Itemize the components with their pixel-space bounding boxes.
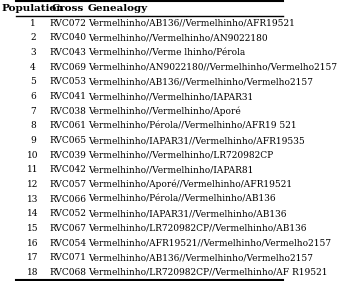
Text: RVC072: RVC072 <box>49 19 86 28</box>
Text: 4: 4 <box>30 63 36 72</box>
Text: 8: 8 <box>30 121 36 130</box>
Text: RVC071: RVC071 <box>49 253 86 262</box>
Text: 3: 3 <box>30 48 36 57</box>
Text: RVC066: RVC066 <box>49 194 86 203</box>
Text: 6: 6 <box>30 92 36 101</box>
Text: 17: 17 <box>27 253 39 262</box>
Text: Vermelhinho/AB136//Vermelhinho/AFR19521: Vermelhinho/AB136//Vermelhinho/AFR19521 <box>88 19 295 28</box>
Text: Vermelhinho//Vermelhinho/IAPAR31: Vermelhinho//Vermelhinho/IAPAR31 <box>88 92 253 101</box>
Text: RVC068: RVC068 <box>49 268 86 277</box>
Text: RVC054: RVC054 <box>49 239 86 248</box>
Text: Cross: Cross <box>52 4 84 13</box>
Text: Vermelhinho/IAPAR31//Vermelhinho/AFR19535: Vermelhinho/IAPAR31//Vermelhinho/AFR1953… <box>88 136 305 145</box>
Text: Population: Population <box>2 4 64 13</box>
Text: RVC042: RVC042 <box>49 165 86 174</box>
Text: RVC053: RVC053 <box>49 78 86 87</box>
Text: Vermelhinho/AN9022180//Vermelhinho/Vermelho2157: Vermelhinho/AN9022180//Vermelhinho/Verme… <box>88 63 337 72</box>
Text: 16: 16 <box>27 239 39 248</box>
Text: RVC067: RVC067 <box>49 224 86 233</box>
Text: RVC041: RVC041 <box>49 92 86 101</box>
Text: RVC057: RVC057 <box>49 180 86 189</box>
Text: Vermelhinho/LR720982CP//Vermelhinho/AB136: Vermelhinho/LR720982CP//Vermelhinho/AB13… <box>88 224 307 233</box>
Text: 2: 2 <box>30 33 36 42</box>
Text: RVC052: RVC052 <box>49 209 86 218</box>
Text: 9: 9 <box>30 136 36 145</box>
Text: 14: 14 <box>27 209 39 218</box>
Text: 1: 1 <box>30 19 36 28</box>
Text: Vermelhinho//Vermelhinho/AN9022180: Vermelhinho//Vermelhinho/AN9022180 <box>88 33 268 42</box>
Text: Vermelhinho//Verme lhinho/Pérola: Vermelhinho//Verme lhinho/Pérola <box>88 48 245 57</box>
Text: Vermelhinho/IAPAR31//Vermelhinho/AB136: Vermelhinho/IAPAR31//Vermelhinho/AB136 <box>88 209 286 218</box>
Text: Vermelhinho//Vermelhinho/LR720982CP: Vermelhinho//Vermelhinho/LR720982CP <box>88 151 273 160</box>
Text: 11: 11 <box>27 165 39 174</box>
Text: RVC043: RVC043 <box>49 48 86 57</box>
Text: Vermelhinho/AB136//Vermelhinho/Vermelho2157: Vermelhinho/AB136//Vermelhinho/Vermelho2… <box>88 253 313 262</box>
Text: Vermelhinho/AB136//Vermelhinho/Vermelho2157: Vermelhinho/AB136//Vermelhinho/Vermelho2… <box>88 78 313 87</box>
Text: Vermelhinho//Vermelhinho/Aporé: Vermelhinho//Vermelhinho/Aporé <box>88 106 241 116</box>
Text: RVC065: RVC065 <box>49 136 86 145</box>
Text: RVC038: RVC038 <box>49 107 86 116</box>
Text: Vermelhinho/Pérola//Vermelhinho/AFR19 521: Vermelhinho/Pérola//Vermelhinho/AFR19 52… <box>88 121 297 130</box>
Text: 7: 7 <box>30 107 36 116</box>
Text: 10: 10 <box>27 151 39 160</box>
Text: Vermelhinho/AFR19521//Vermelhinho/Vermelho2157: Vermelhinho/AFR19521//Vermelhinho/Vermel… <box>88 239 331 248</box>
Text: RVC061: RVC061 <box>49 121 86 130</box>
Text: Vermelhinho/Aporé//Vermelhinho/AFR19521: Vermelhinho/Aporé//Vermelhinho/AFR19521 <box>88 180 292 189</box>
Text: RVC069: RVC069 <box>49 63 86 72</box>
Text: RVC040: RVC040 <box>49 33 86 42</box>
Text: Vermelhinho/Pérola//Vermelhinho/AB136: Vermelhinho/Pérola//Vermelhinho/AB136 <box>88 194 276 203</box>
Text: Vermelhinho/LR720982CP//Vermelhinho/AF R19521: Vermelhinho/LR720982CP//Vermelhinho/AF R… <box>88 268 327 277</box>
Text: 5: 5 <box>30 78 36 87</box>
Text: 15: 15 <box>27 224 39 233</box>
Text: Genealogy: Genealogy <box>88 4 148 13</box>
Text: 13: 13 <box>27 194 39 203</box>
Text: Vermelhinho//Vermelhinho/IAPAR81: Vermelhinho//Vermelhinho/IAPAR81 <box>88 165 253 174</box>
Text: 12: 12 <box>27 180 39 189</box>
Text: RVC039: RVC039 <box>49 151 86 160</box>
Text: 18: 18 <box>27 268 39 277</box>
